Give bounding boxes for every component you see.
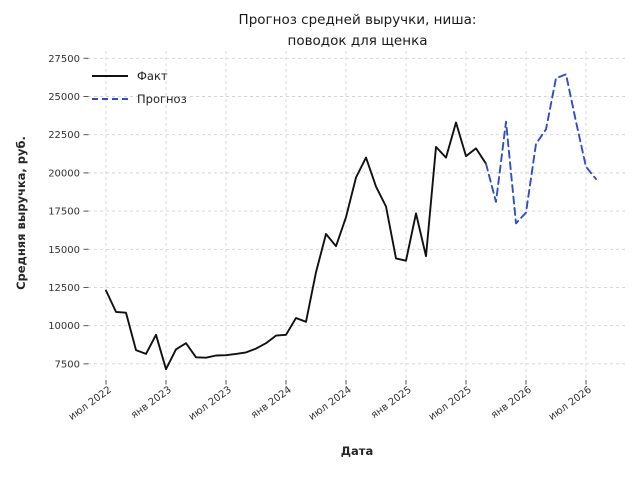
x-tick-label: июл 2024	[307, 385, 354, 423]
chart-title-line1: Прогноз средней выручки, ниша:	[238, 12, 477, 28]
y-tick-label: 15000	[48, 245, 80, 256]
y-tick-label: 17500	[48, 207, 80, 218]
forecast-line-series	[485, 73, 597, 225]
y-tick-label: 10000	[48, 321, 80, 332]
y-axis-label: Средняя выручка, руб.	[14, 136, 28, 290]
forecast-legend-label: Прогноз	[137, 91, 187, 106]
y-tick-label: 20000	[48, 168, 80, 179]
y-tick-label: 12500	[48, 283, 80, 294]
x-tick-label: янв 2026	[489, 385, 534, 422]
chart-title-line2: поводок для щенка	[287, 33, 428, 49]
x-tick-label: июл 2025	[427, 385, 474, 423]
x-axis-label: Дата	[340, 444, 374, 458]
x-tick-label: янв 2024	[249, 385, 294, 422]
y-tick-label: 25000	[48, 92, 80, 103]
x-tick-label: июл 2026	[547, 385, 594, 423]
y-tick-label: 22500	[48, 130, 80, 141]
fact-line-series	[105, 121, 487, 371]
x-tick-label: янв 2025	[369, 385, 414, 422]
chart-title: Прогноз средней выручки, ниша: поводок д…	[85, 10, 630, 52]
y-tick-label: 7500	[55, 359, 80, 370]
legend-item-forecast: Прогноз	[92, 87, 187, 110]
legend-item-fact: Факт	[92, 64, 187, 87]
fact-line-sample	[92, 74, 128, 77]
x-tick-label: янв 2023	[129, 385, 174, 422]
fact-legend-label: Факт	[137, 68, 168, 83]
y-tick-label: 27500	[48, 54, 80, 65]
forecast-line-sample	[92, 97, 128, 100]
legend: Факт Прогноз	[92, 64, 187, 110]
x-tick-label: июл 2022	[67, 385, 114, 423]
x-tick-label: июл 2023	[187, 385, 234, 423]
